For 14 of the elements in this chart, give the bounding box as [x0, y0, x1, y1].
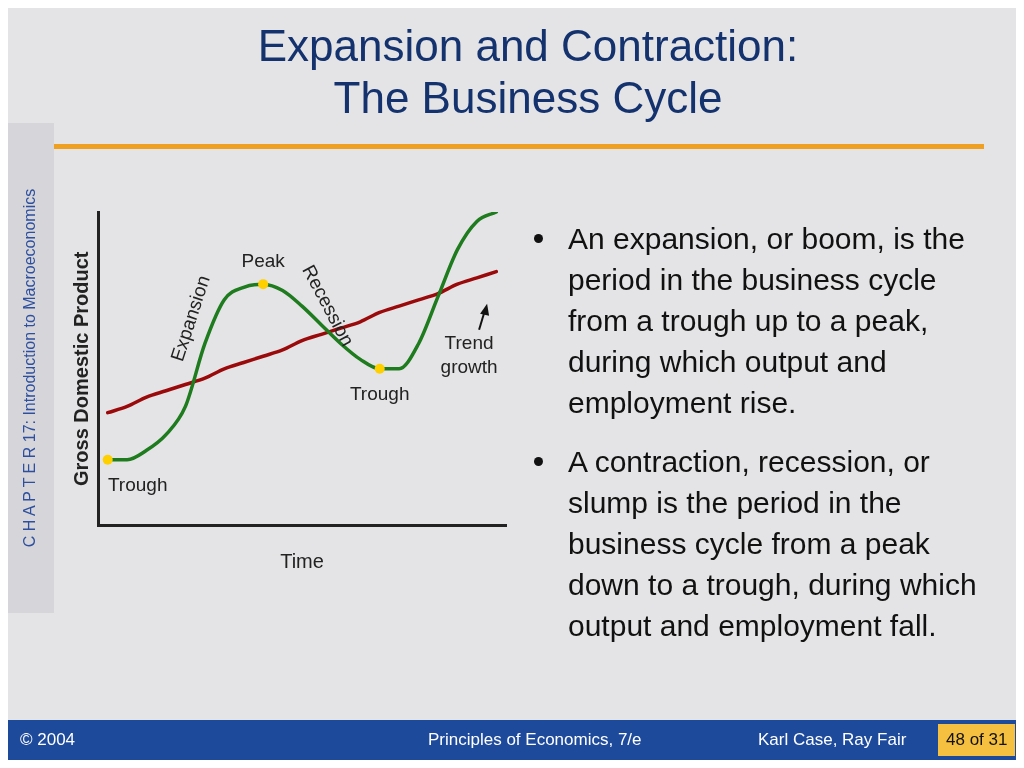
x-axis-title: Time — [280, 549, 324, 572]
annotation: Trough — [349, 383, 410, 405]
y-axis-title: Gross Domestic Product — [69, 251, 92, 487]
chart-title: Expansion and Contraction: The Business Cycle — [256, 20, 800, 124]
text: A contraction, recession, or slump is the period in the business cycle from a peak down to a trough, during which output and employment fall. — [568, 444, 978, 644]
text: C H A P T E R 17: Introduction to Macroeconomics — [21, 188, 39, 548]
text: Principles of Economics, 7/e — [428, 730, 642, 750]
text: © 2004 — [20, 730, 76, 750]
annotation: Trend growth — [440, 331, 498, 377]
text: An expansion, or boom, is the period in the business cycle from a trough up to a peak, during which output and employment rise. — [568, 221, 966, 421]
annotation: Peak — [241, 250, 286, 272]
text: Karl Case, Ray Fair — [758, 730, 907, 750]
text: 48 of 31 — [938, 724, 1016, 756]
annotation: Trough — [107, 473, 168, 495]
